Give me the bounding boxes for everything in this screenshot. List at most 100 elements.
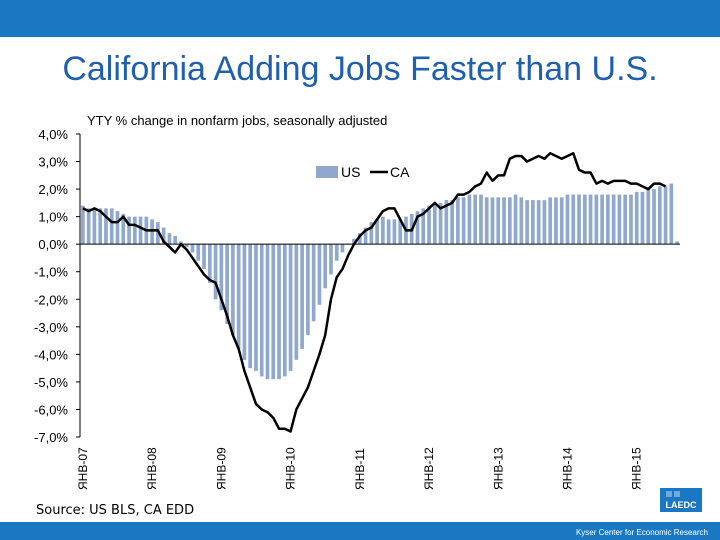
us-bar bbox=[461, 197, 466, 245]
us-bar bbox=[467, 194, 472, 245]
us-bar bbox=[277, 244, 281, 380]
us-bar bbox=[652, 189, 656, 245]
us-bar bbox=[236, 244, 241, 349]
y-tick-label: -1,0% bbox=[34, 265, 68, 280]
us-bar bbox=[669, 183, 674, 245]
us-bar bbox=[490, 197, 495, 245]
y-tick-label: 3,0% bbox=[38, 155, 68, 170]
us-bar bbox=[300, 244, 304, 349]
us-bar bbox=[132, 216, 137, 245]
us-bar bbox=[479, 194, 483, 245]
us-bar bbox=[606, 194, 610, 245]
x-tick-label: ЯНВ-10 bbox=[284, 447, 298, 490]
us-bar bbox=[548, 197, 553, 245]
us-bar bbox=[450, 200, 454, 245]
us-bar bbox=[92, 208, 97, 245]
us-bar bbox=[329, 244, 333, 275]
us-bar bbox=[334, 244, 339, 261]
us-bar bbox=[663, 186, 668, 245]
us-bar bbox=[340, 244, 345, 253]
us-bar bbox=[352, 238, 356, 245]
us-bar bbox=[265, 244, 270, 380]
us-bar bbox=[202, 244, 206, 269]
us-bar bbox=[675, 241, 679, 245]
us-bar bbox=[190, 244, 195, 253]
us-bar bbox=[525, 200, 529, 245]
us-bar bbox=[184, 244, 189, 247]
us-bar bbox=[127, 216, 131, 245]
x-tick-label: ЯНВ-15 bbox=[630, 447, 644, 490]
us-bar bbox=[577, 194, 581, 245]
us-bar bbox=[207, 244, 212, 283]
us-bar bbox=[554, 197, 558, 245]
us-bar bbox=[629, 194, 633, 245]
y-tick-label: -4,0% bbox=[34, 347, 68, 362]
us-bar bbox=[225, 244, 229, 325]
x-tick-label: ЯНВ-12 bbox=[422, 447, 436, 490]
ca-line bbox=[82, 152, 667, 433]
us-bar bbox=[496, 197, 501, 245]
us-bar bbox=[173, 235, 178, 245]
us-bars bbox=[81, 183, 679, 380]
x-tick-label: ЯНВ-11 bbox=[353, 448, 367, 490]
laedc-logo: LAEDC bbox=[660, 488, 702, 512]
us-bar bbox=[392, 219, 397, 245]
axes: ЯНВ-07 ЯНВ-08 ЯНВ-09 ЯНВ-10 ЯНВ-11 ЯНВ-12 ЯНВ-… bbox=[76, 133, 680, 490]
us-bar bbox=[259, 244, 264, 377]
legend-ca-label: CA bbox=[390, 164, 410, 180]
y-tick-label: 4,0% bbox=[38, 127, 68, 142]
us-bar bbox=[86, 208, 91, 245]
us-bar bbox=[306, 244, 310, 336]
us-bar bbox=[138, 216, 143, 245]
ca-line-layer bbox=[82, 152, 667, 433]
us-bar bbox=[582, 194, 587, 245]
us-bar bbox=[456, 197, 460, 245]
y-axis-ticks: 4,0% 3,0% 2,0% 1,0% 0,0% -1,0% -2,0% -3,0% -4,0%… bbox=[34, 127, 68, 445]
source-note: Source: US BLS, CA EDD bbox=[36, 503, 195, 518]
us-bar bbox=[196, 244, 201, 261]
us-bar bbox=[657, 186, 662, 245]
us-bar bbox=[640, 191, 645, 245]
us-bar bbox=[161, 227, 166, 245]
chart-subtitle: YTY % change in nonfarm jobs, seasonally… bbox=[87, 113, 387, 128]
us-bar bbox=[150, 219, 154, 245]
us-bar bbox=[219, 244, 224, 311]
x-tick-label: ЯНВ-09 bbox=[214, 447, 228, 490]
us-bar bbox=[438, 202, 443, 245]
us-bar bbox=[381, 216, 385, 245]
us-bar bbox=[588, 194, 593, 245]
us-bar bbox=[594, 194, 599, 245]
us-bar bbox=[121, 213, 126, 245]
us-bar bbox=[357, 233, 362, 245]
y-tick-label: 1,0% bbox=[38, 210, 68, 225]
us-bar bbox=[213, 244, 218, 300]
us-bar bbox=[98, 208, 103, 245]
us-bar bbox=[507, 197, 512, 245]
us-bar bbox=[375, 219, 379, 245]
us-bar bbox=[398, 219, 403, 245]
us-bar bbox=[167, 233, 172, 245]
x-tick-label: ЯНВ-14 bbox=[561, 447, 575, 490]
footer-bar bbox=[0, 522, 720, 540]
us-bar bbox=[646, 189, 651, 245]
us-bar bbox=[415, 211, 420, 245]
us-bar bbox=[513, 194, 518, 245]
legend-us-swatch bbox=[316, 166, 338, 178]
us-bar bbox=[444, 200, 449, 245]
us-bar bbox=[288, 244, 293, 371]
y-tick-label: -5,0% bbox=[34, 375, 68, 390]
us-bar bbox=[519, 197, 524, 245]
us-bar bbox=[231, 244, 235, 336]
us-bar bbox=[115, 211, 120, 245]
us-bar bbox=[248, 244, 253, 369]
us-bar bbox=[179, 241, 183, 245]
us-bar bbox=[81, 205, 85, 245]
legend: US CA bbox=[316, 164, 410, 180]
y-tick-label: -3,0% bbox=[34, 320, 68, 335]
us-bar bbox=[565, 194, 570, 245]
y-tick-label: -7,0% bbox=[34, 430, 68, 445]
us-bar bbox=[427, 205, 431, 245]
svg-text:LAEDC: LAEDC bbox=[666, 500, 697, 510]
us-bar bbox=[254, 244, 258, 371]
us-bar bbox=[271, 244, 276, 380]
